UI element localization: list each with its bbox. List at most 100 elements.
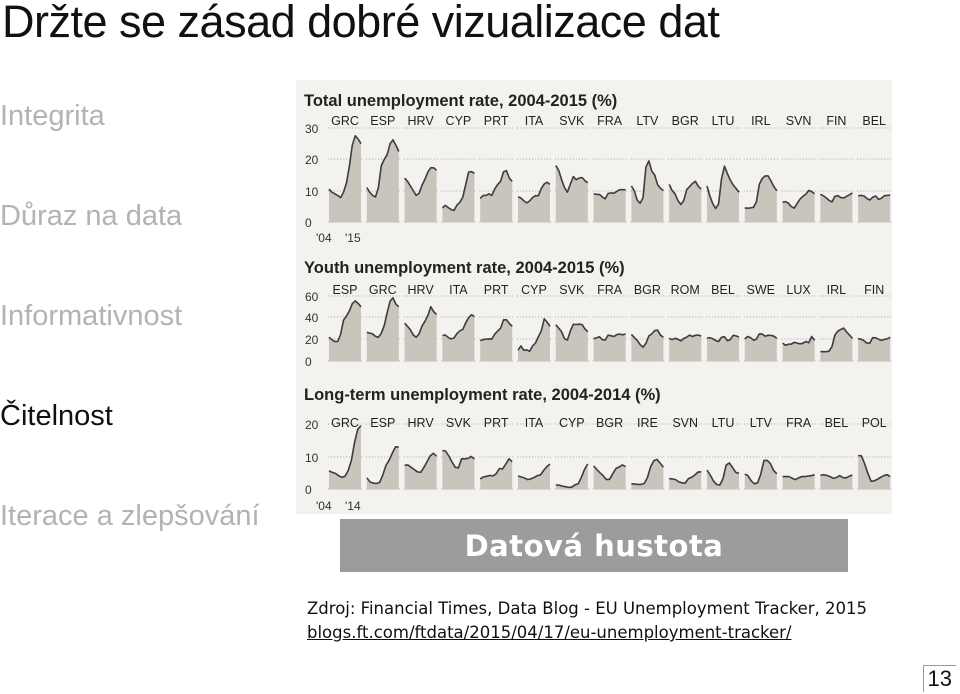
chart1-category-label: SVK xyxy=(559,114,585,128)
chart2-line-bgr xyxy=(630,329,664,348)
caption-text: Datová hustota xyxy=(464,529,724,563)
chart3-area-cyp xyxy=(555,464,588,489)
chart1-line-grc xyxy=(328,135,362,199)
chart3-category-label: SVK xyxy=(446,416,472,430)
chart3-area-svk xyxy=(442,450,475,489)
chart2-category-label: ITA xyxy=(449,283,468,297)
chart2-ytick-label: 40 xyxy=(305,311,319,325)
chart1-ytick-label: 10 xyxy=(305,185,319,199)
chart1-line-ltu xyxy=(706,165,740,210)
small-multiples-chart: Total unemployment rate, 2004-2015 (%) 30… xyxy=(304,92,892,513)
chart1-area-ltv xyxy=(631,160,664,222)
chart3-xtick-label: '14 xyxy=(345,499,361,513)
chart3-category-label: BEL xyxy=(825,416,849,430)
chart2-title: Youth unemployment rate, 2004-2015 (%) xyxy=(304,259,625,277)
chart2-line-lux xyxy=(782,335,816,346)
nav-item-iterace-a-zlepsovani[interactable]: Iterace a zlepšování xyxy=(0,500,260,532)
chart2-area-prt xyxy=(480,319,513,361)
chart3-line-svn xyxy=(669,471,702,484)
chart2-category-label: FRA xyxy=(597,283,623,297)
chart1-line-ltv xyxy=(630,160,664,204)
chart2-category-label: FIN xyxy=(864,283,884,297)
chart3-category-label: LTV xyxy=(750,416,773,430)
chart2-line-ita xyxy=(442,313,475,340)
chart2-category-label: IRL xyxy=(827,283,847,297)
chart3-area-ita xyxy=(518,464,550,489)
chart3-category-label: ITA xyxy=(525,416,544,430)
chart3-line-bgr xyxy=(593,464,626,481)
nav-item-duraz-na-data[interactable]: Důraz na data xyxy=(0,200,183,232)
chart3-category-label: LTU xyxy=(712,416,735,430)
chart1-category-label: PRT xyxy=(484,114,509,128)
chart1-xtick-label: '04 xyxy=(316,231,332,245)
chart1-area-cyp xyxy=(442,171,475,222)
chart2-line-fra xyxy=(593,333,626,341)
chart2-category-label: SVK xyxy=(559,283,585,297)
chart1-area-bel xyxy=(858,195,891,222)
chart2-area-fra xyxy=(593,333,626,361)
chart3-line-ire xyxy=(631,458,665,486)
topic-navigation: Integrita Důraz na data Informativnost Č… xyxy=(0,0,290,694)
chart3-ytick-label: 10 xyxy=(305,451,319,465)
chart2-line-irl xyxy=(820,327,853,353)
chart2-category-label: GRC xyxy=(369,283,397,297)
chart1-area-ita xyxy=(518,182,550,222)
chart2-line-cyp xyxy=(517,318,551,353)
chart1-line-cyp xyxy=(441,170,475,212)
chart1-area-prt xyxy=(480,170,513,222)
chart1-area-irl xyxy=(744,175,777,222)
chart2-area-esp xyxy=(329,300,361,361)
chart1-category-label: ITA xyxy=(525,114,544,128)
chart1-line-svk xyxy=(555,165,589,193)
chart3-category-label: POL xyxy=(862,416,887,430)
chart1-area-hrv xyxy=(404,167,437,222)
chart3-line-svk xyxy=(442,449,475,469)
chart3-category-label: FRA xyxy=(786,416,812,430)
chart3-area-bgr xyxy=(593,464,626,489)
chart2-area-rom xyxy=(669,335,702,361)
nav-item-citelnost[interactable]: Čitelnost xyxy=(0,400,113,432)
chart2-line-bel xyxy=(706,334,740,343)
source-link[interactable]: blogs.ft.com/ftdata/2015/04/17/eu-unempl… xyxy=(307,623,792,642)
chart1-category-label: FIN xyxy=(826,114,846,128)
chart3-line-prt xyxy=(479,458,513,480)
chart3-line-ltv xyxy=(744,459,778,485)
chart2-line-esp xyxy=(328,300,362,343)
chart1-category-label: HRV xyxy=(408,114,435,128)
chart1-category-label: GRC xyxy=(331,114,359,128)
chart2-area-cyp xyxy=(518,318,550,361)
chart2-category-label: ESP xyxy=(332,283,357,297)
chart2-category-label: CYP xyxy=(521,283,547,297)
chart2-line-prt xyxy=(479,318,513,342)
chart3-category-label: CYP xyxy=(559,416,585,430)
page-number: 13 xyxy=(922,665,956,692)
chart3-category-label: SVN xyxy=(672,416,698,430)
chart1-category-label: BEL xyxy=(862,114,886,128)
chart1-category-label: ESP xyxy=(370,114,395,128)
slide-title: Držte se zásad dobré vizualizace dat xyxy=(2,0,720,47)
chart2-area-ita xyxy=(442,314,475,361)
chart1-line-fin xyxy=(820,192,853,203)
chart3-title: Long-term unemployment rate, 2004-2014 (… xyxy=(304,386,661,404)
chart2-line-hrv xyxy=(404,306,438,339)
chart3-xtick-label: '04 xyxy=(316,499,332,513)
caption-bar: Datová hustota xyxy=(340,519,848,572)
chart1-ytick-label: 20 xyxy=(305,153,319,167)
nav-item-informativnost[interactable]: Informativnost xyxy=(0,300,183,332)
nav-item-integrita[interactable]: Integrita xyxy=(0,100,105,132)
chart3-area-grc xyxy=(329,425,361,489)
chart1-area-svk xyxy=(555,165,588,222)
source-text: Zdroj: Financial Times, Data Blog - EU U… xyxy=(307,599,868,618)
chart1-category-label: SVN xyxy=(786,114,812,128)
chart3-category-label: ESP xyxy=(370,416,395,430)
chart1-line-bgr xyxy=(668,180,702,206)
small-multiples-panel: Total unemployment rate, 2004-2015 (%) 30… xyxy=(296,80,892,514)
chart2-category-label: BGR xyxy=(634,283,661,297)
chart3-area-ire xyxy=(631,459,664,489)
chart2-area-hrv xyxy=(404,306,437,361)
chart1-area-esp xyxy=(366,139,399,222)
chart1-area-bgr xyxy=(669,181,702,222)
chart1-line-svn xyxy=(782,189,816,209)
chart2-area-svk xyxy=(555,324,588,361)
chart3-line-pol xyxy=(858,454,891,482)
